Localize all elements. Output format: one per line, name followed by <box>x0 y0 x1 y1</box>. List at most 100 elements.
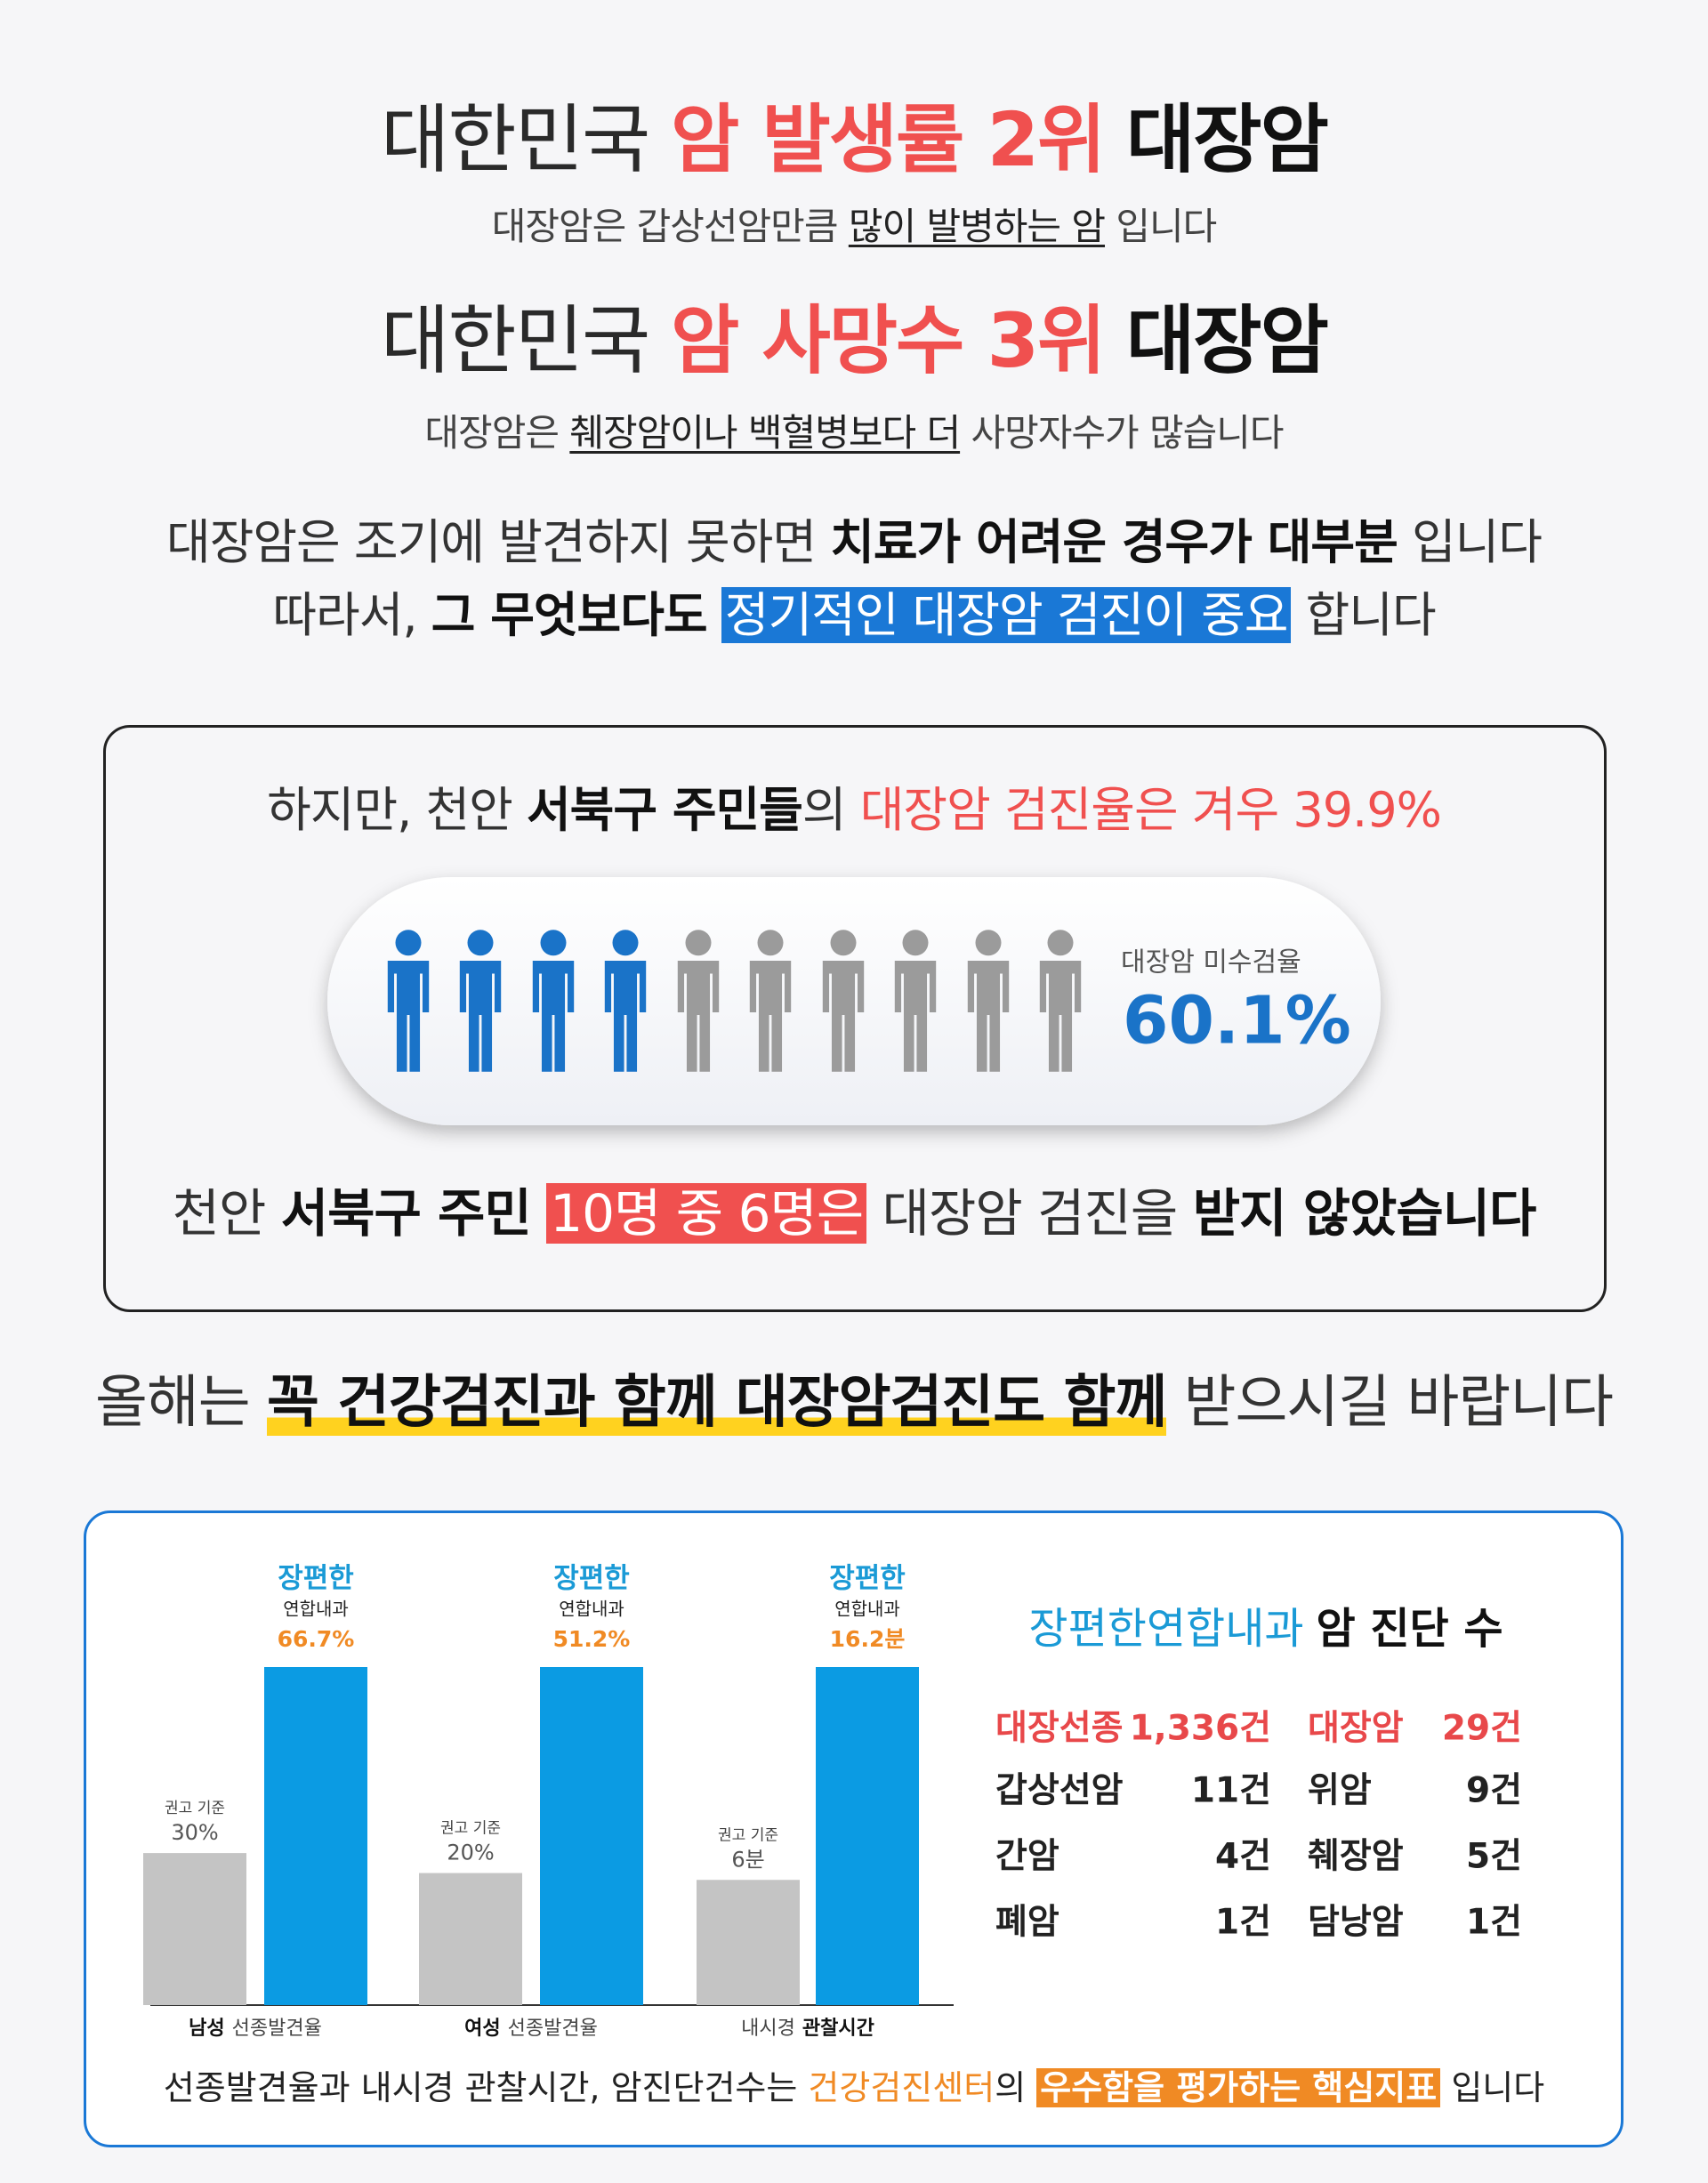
table-cell: 11건 <box>1191 1771 1271 1811</box>
category-part: 선종발견율 <box>232 2018 322 2040</box>
clinic-label: 16.2분 <box>830 1626 906 1652</box>
call-to-action: 올해는 꼭 건강검진과 함께 대장암검진도 함께 받으시길 바랍니다 <box>0 1370 1708 1436</box>
text: 우수함을 평가하는 핵심지표 <box>1036 2068 1441 2107</box>
message: 대장암은 조기에 발견하지 못하면 치료가 어려운 경우가 대부분 입니다 <box>0 519 1708 567</box>
table-cell: 대장선종 <box>995 1709 1124 1749</box>
table-cell: 간암 <box>995 1837 1059 1877</box>
table-cell: 담낭암 <box>1308 1903 1404 1943</box>
text: 사망자수가 많습니다 <box>971 411 1284 455</box>
text: 받으시길 바랍니다 <box>1183 1370 1614 1436</box>
standard-label: 30% <box>171 1820 218 1845</box>
text: 하지만, 천안 <box>267 782 513 838</box>
clinic-bar <box>540 1667 643 2005</box>
table-cell: 대장암 <box>1308 1709 1404 1749</box>
category-label: 내시경 관찰시간 <box>741 2018 874 2040</box>
clinic-label: 51.2% <box>553 1626 631 1652</box>
bar-chart: 권고 기준 30% 장편한연합내과 66.7% 남성 선종발견율 권고 기준 20% 장편한연합… <box>143 1563 919 2040</box>
clinic-name: 장편한 <box>829 1563 906 1595</box>
headline: 대한민국 암 발생률 2위 대장암 <box>0 102 1708 177</box>
headline: 대한민국 암 사망수 3위 대장암 <box>0 303 1708 378</box>
text: 서북구 주민 <box>280 1183 532 1244</box>
text: 입니다 <box>1116 205 1217 248</box>
standard-caption: 권고 기준 <box>440 1820 501 1838</box>
table-cell: 5건 <box>1466 1837 1522 1877</box>
text: 대장암은 갑상선암만큼 <box>491 205 839 248</box>
text: 서북구 주민들 <box>526 782 803 838</box>
clinic-subname: 연합내과 <box>834 1599 900 1620</box>
category-part: 내시경 <box>741 2018 795 2040</box>
text: 그 무엇보다도 <box>431 587 708 643</box>
text: 선종발견율과 내시경 관찰시간, 암진단건수는 <box>163 2068 798 2107</box>
category-part: 관찰시간 <box>802 2018 874 2040</box>
title-part: 장편한연합내과 <box>1028 1604 1303 1654</box>
text: 따라서, <box>272 587 417 643</box>
text: 대한민국 <box>381 96 650 183</box>
text: 건강검진센터 <box>808 2068 995 2107</box>
clinic-subname: 연합내과 <box>283 1599 349 1620</box>
table-cell: 췌장암 <box>1308 1837 1404 1877</box>
table-cell: 위암 <box>1308 1771 1372 1811</box>
text: 입니다 <box>1411 514 1543 570</box>
table-cell: 9건 <box>1466 1771 1522 1811</box>
standard-label: 6분 <box>731 1847 764 1872</box>
text: 대장암 <box>1126 96 1329 183</box>
screening-intro: 하지만, 천안 서북구 주민들의 대장암 검진율은 겨우 39.9% <box>0 786 1708 834</box>
text: 암 사망수 3위 <box>670 297 1106 384</box>
text: 치료가 어려운 경우가 대부분 <box>830 514 1398 570</box>
text: 대장암 <box>1126 297 1329 384</box>
clinic-bar <box>816 1667 919 2005</box>
text: 10명 중 6명은 <box>546 1183 867 1244</box>
table-cell: 29건 <box>1442 1709 1522 1749</box>
clinic-name: 장편한 <box>278 1563 354 1595</box>
text: 대장암은 <box>424 411 560 455</box>
screening-conclusion: 천안 서북구 주민 10명 중 6명은 대장암 검진을 받지 않았습니다 <box>0 1183 1708 1244</box>
message: 따라서, 그 무엇보다도 정기적인 대장암 검진이 중요 합니다 <box>0 587 1708 643</box>
text: 올해는 <box>95 1370 251 1436</box>
clinic-label: 66.7% <box>278 1626 355 1652</box>
clinic-bar <box>264 1667 367 2005</box>
unscreened-rate: 60.1% <box>1123 983 1351 1059</box>
text: 췌장암이나 백혈병보다 더 <box>569 411 961 455</box>
footer: 선종발견율과 내시경 관찰시간, 암진단건수는 건강검진센터의 우수함을 평가하… <box>0 2068 1708 2107</box>
table-cell: 1,336건 <box>1130 1709 1271 1749</box>
text: 대한민국 <box>381 297 650 384</box>
standard-label: 20% <box>447 1841 494 1865</box>
subline: 대장암은 갑상선암만큼 많이 발병하는 암 입니다 <box>0 208 1708 246</box>
text: 정기적인 대장암 검진이 중요 <box>721 587 1292 643</box>
standard-bar <box>419 1873 522 2005</box>
standard-caption: 권고 기준 <box>718 1826 778 1844</box>
text: 대장암 검진율은 겨우 39.9% <box>859 782 1442 838</box>
text: 암 발생률 2위 <box>670 96 1106 183</box>
text: 꼭 건강검진과 함께 대장암검진도 함께 <box>267 1370 1167 1436</box>
table-cell: 폐암 <box>995 1903 1059 1943</box>
category-part: 남성 <box>189 2018 224 2040</box>
text: 받지 않았습니다 <box>1192 1183 1537 1244</box>
table-title: 장편한연합내과 암 진단 수 <box>1028 1604 1503 1654</box>
text: 대장암 검진을 <box>882 1183 1179 1244</box>
screening-box <box>103 725 1607 1312</box>
clinic-subname: 연합내과 <box>559 1599 624 1620</box>
text: 의 <box>995 2068 1027 2107</box>
text: 천안 <box>172 1183 267 1244</box>
table-cell: 4건 <box>1215 1837 1271 1877</box>
category-label: 남성 선종발견율 <box>189 2018 322 2040</box>
subline: 대장암은 췌장암이나 백혈병보다 더 사망자수가 많습니다 <box>0 415 1708 452</box>
title-part: 암 진단 수 <box>1317 1604 1503 1654</box>
text: 의 <box>802 782 847 838</box>
category-label: 여성 선종발견율 <box>464 2018 598 2040</box>
category-part: 여성 <box>464 2018 500 2040</box>
category-part: 선종발견율 <box>508 2018 598 2040</box>
table-cell: 1건 <box>1215 1903 1271 1943</box>
text: 입니다 <box>1451 2068 1545 2107</box>
text: 많이 발병하는 암 <box>848 205 1106 248</box>
standard-bar <box>143 1853 246 2005</box>
standard-bar <box>697 1880 800 2005</box>
table-cell: 갑상선암 <box>995 1771 1124 1811</box>
standard-caption: 권고 기준 <box>165 1800 225 1817</box>
table-cell: 1건 <box>1466 1903 1522 1943</box>
text: 합니다 <box>1305 587 1437 643</box>
unscreened-label: 대장암 미수검율 <box>1121 947 1301 979</box>
